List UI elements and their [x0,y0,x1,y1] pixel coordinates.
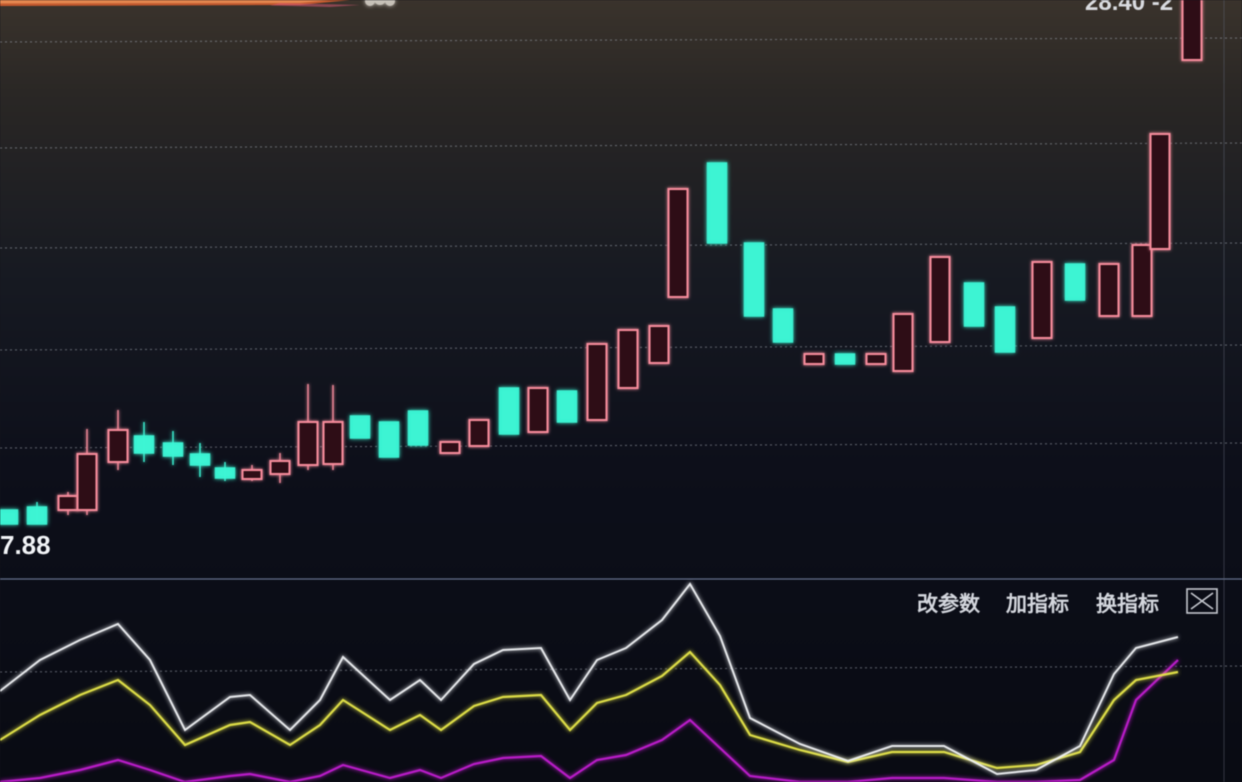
svg-text:28.40 -2: 28.40 -2 [1085,0,1173,16]
svg-text:加指标: 加指标 [1005,592,1069,616]
svg-text:改参数: 改参数 [917,592,981,616]
svg-text:换指标: 换指标 [1096,592,1159,616]
svg-text:7.88: 7.88 [0,530,51,560]
